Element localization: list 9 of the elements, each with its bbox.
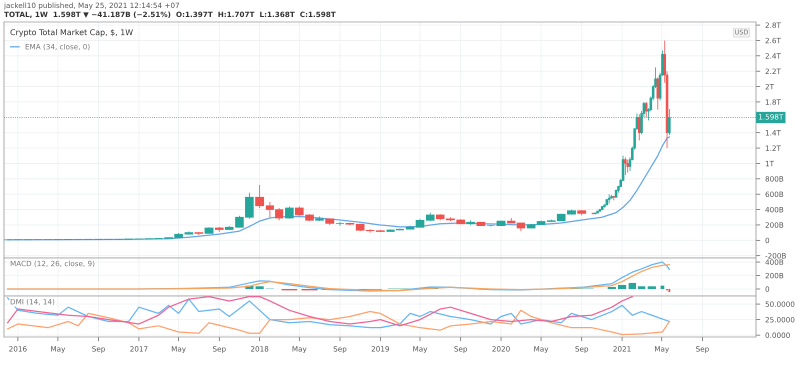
bar <box>638 286 646 289</box>
line-series <box>7 136 670 240</box>
bar <box>628 282 636 289</box>
bar <box>256 286 264 289</box>
line-series <box>7 310 670 336</box>
bar <box>618 284 626 289</box>
candlestick <box>285 206 294 220</box>
bar <box>648 286 656 289</box>
candlestick <box>255 184 264 208</box>
